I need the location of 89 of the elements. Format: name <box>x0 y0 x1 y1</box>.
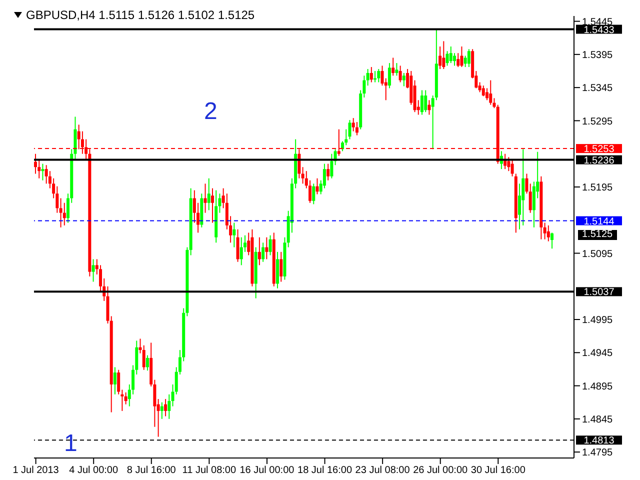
candlestick <box>265 236 268 260</box>
candlestick <box>113 366 116 395</box>
x-tick-label: 4 Jul 00:00 <box>69 465 118 476</box>
candlestick <box>489 80 492 106</box>
candlestick <box>44 164 48 184</box>
x-tick-label: 26 Jul 00:00 <box>413 465 468 476</box>
candlestick <box>41 163 44 181</box>
candlestick <box>377 68 380 83</box>
x-tick-label: 11 Jul 08:00 <box>182 465 236 476</box>
candlestick <box>59 198 62 228</box>
ref-line-label: 1.5236 <box>584 155 615 166</box>
candlestick <box>301 166 304 184</box>
chart-title: GBPUSD,H4 1.5115 1.5126 1.5102 1.5125 <box>26 8 255 22</box>
y-tick-label: 1.4795 <box>582 448 614 459</box>
candlestick <box>330 153 334 179</box>
candlestick <box>543 222 546 240</box>
candlestick <box>456 52 460 68</box>
x-tick-label: 23 Jul 08:00 <box>355 465 410 476</box>
ref-line-label: 1.5253 <box>584 144 615 156</box>
candlestick <box>392 57 395 76</box>
candlestick <box>355 122 358 136</box>
candlestick <box>366 68 370 86</box>
ref-line-label: 1.5433 <box>584 24 615 36</box>
text: 1.5125 <box>578 229 617 240</box>
candlestick <box>210 188 214 224</box>
candlestick <box>428 100 431 116</box>
y-tick-label: 1.5345 <box>582 83 614 94</box>
candlestick <box>449 46 452 64</box>
candlestick <box>240 236 243 266</box>
candlestick <box>207 178 210 211</box>
candlestick <box>316 178 319 195</box>
candlestick <box>525 173 528 194</box>
x-tick-label: 18 Jul 16:00 <box>298 465 352 476</box>
candlestick <box>402 72 406 87</box>
candlestick <box>268 234 272 256</box>
candlestick <box>262 242 265 262</box>
candlestick <box>424 90 428 113</box>
ref-line-label: 1.4813 <box>584 436 615 447</box>
candlestick <box>420 90 424 116</box>
candlestick <box>395 62 398 76</box>
x-tick-label: 16 Jul 00:00 <box>240 465 295 476</box>
candlestick <box>510 158 514 177</box>
candlestick <box>398 65 402 83</box>
candlestick <box>138 338 142 354</box>
x-tick-label: 1 Jul 2013 <box>12 465 60 476</box>
candlestick <box>507 156 510 172</box>
candlestick <box>452 52 456 66</box>
y-tick-label: 1.4895 <box>582 381 614 392</box>
candlestick <box>446 50 449 66</box>
candlestick <box>232 222 236 248</box>
candlestick <box>280 251 283 282</box>
y-tick-label: 1.4945 <box>582 348 614 360</box>
candlestick <box>146 354 149 372</box>
candlestick <box>370 66 373 83</box>
candlestick <box>464 55 467 68</box>
y-tick-label: 1.5295 <box>582 116 614 128</box>
candlestick <box>482 85 485 97</box>
candlestick <box>546 224 550 242</box>
ref-line-label: 1.5037 <box>584 287 615 298</box>
candlestick <box>236 228 240 262</box>
candlestick <box>34 153 37 174</box>
candlestick <box>467 48 470 68</box>
y-tick-label: 1.5395 <box>582 50 614 61</box>
candlestick <box>522 148 525 226</box>
candlestick <box>160 402 164 420</box>
candlestick <box>528 183 532 214</box>
y-tick-label: 1.5095 <box>582 248 614 260</box>
candlestick <box>312 183 316 205</box>
candlestick <box>352 118 355 132</box>
annotation: 2 <box>204 98 218 125</box>
candlestick <box>204 183 207 214</box>
candlestick <box>142 344 146 370</box>
candlestick <box>388 62 391 89</box>
y-tick-label: 1.5195 <box>582 182 614 194</box>
y-tick-label: 1.4995 <box>582 315 614 326</box>
y-tick-label: 1.4845 <box>582 414 614 426</box>
candlestick <box>168 394 171 420</box>
candlestick <box>442 40 446 70</box>
candlestick <box>326 163 330 181</box>
ref-line-label: 1.5144 <box>584 216 615 228</box>
candlestick <box>62 202 66 226</box>
x-tick-label: 8 Jul 16:00 <box>126 465 176 476</box>
candlestick <box>550 232 554 250</box>
candlestick <box>460 46 464 68</box>
x-tick-label: 30 Jul 16:00 <box>470 465 526 476</box>
candlestick <box>258 236 261 266</box>
candlestick <box>164 398 168 417</box>
candlestick <box>124 392 128 405</box>
candlestick <box>92 258 95 282</box>
